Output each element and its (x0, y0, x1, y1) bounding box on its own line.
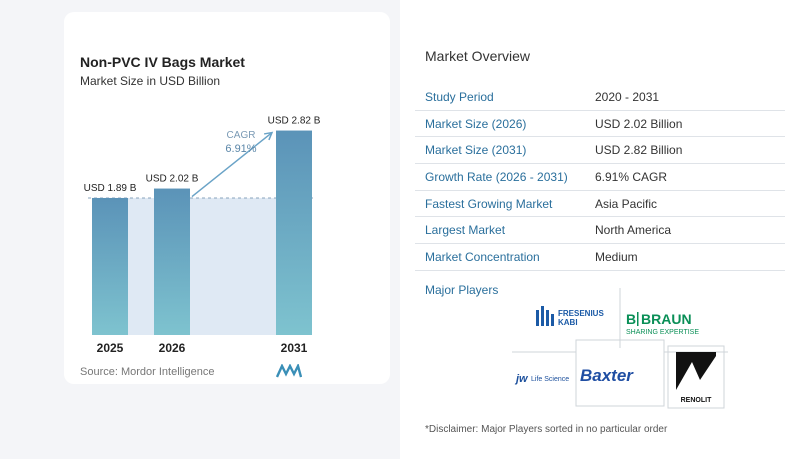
b-braun-logo: B BRAUN SHARING EXPERTISE (626, 311, 699, 336)
braun-text: BRAUN (641, 311, 692, 327)
overview-row: Largest Market North America (415, 217, 785, 245)
row-label: Study Period (425, 90, 494, 104)
jw-mark-text: jw (514, 373, 529, 385)
row-label: Market Size (2026) (425, 116, 527, 131)
row-value: Medium (595, 250, 638, 265)
jw-life-science-logo: jw Life Science (514, 373, 569, 385)
row-label: Market Size (2031) (425, 143, 527, 158)
x-tick-label: 2025 (97, 341, 124, 355)
bar-2031 (276, 130, 312, 335)
x-tick-label: 2026 (159, 341, 186, 355)
bar-2025 (92, 197, 128, 335)
row-value: North America (595, 223, 672, 238)
mordor-logo-icon (276, 364, 302, 378)
chart-card: USD 1.89 B 2025 USD 2.02 B 2026 USD 2.82 B 20… (64, 12, 390, 384)
cagr-arrow (191, 131, 273, 198)
cagr-arrowhead-icon (263, 131, 274, 141)
braun-tagline: SHARING EXPERTISE (626, 329, 699, 336)
row-value: 6.91% CAGR (595, 170, 668, 185)
jw-text: Life Science (531, 376, 569, 383)
overview-row: Market Size (2031) USD 2.82 Billion (415, 137, 785, 165)
overview-title: Market Overview (425, 48, 531, 64)
chart-title: Non-PVC IV Bags Market (80, 54, 245, 70)
bar-value-label: USD 2.82 B (268, 116, 321, 127)
cagr-value: 6.91% (225, 143, 256, 155)
renolit-text: RENOLIT (681, 397, 712, 404)
market-overview-panel: Market Overview Study Period 2020 - 2031 … (400, 0, 800, 459)
cagr-label: CAGR (227, 130, 256, 141)
row-value: 2020 - 2031 (595, 90, 660, 104)
row-label: Growth Rate (2026 - 2031) (425, 170, 568, 185)
disclaimer-text: *Disclaimer: Major Players sorted in no … (425, 424, 668, 435)
braun-divider (637, 312, 639, 326)
row-value: USD 2.82 Billion (595, 143, 683, 158)
bar-2026 (154, 188, 190, 335)
row-label: Largest Market (425, 223, 506, 238)
fresenius-kabi-logo: FRESENIUS KABI (536, 306, 604, 327)
overview-row: Fastest Growing Market Asia Pacific (415, 191, 785, 218)
overview-row: Growth Rate (2026 - 2031) 6.91% CAGR (415, 164, 785, 191)
overview-table: Study Period 2020 - 2031 Market Size (202… (415, 84, 785, 271)
overview-row: Market Size (2026) USD 2.02 Billion (415, 111, 785, 138)
row-value: USD 2.02 Billion (595, 116, 683, 131)
chart-subtitle: Market Size in USD Billion (80, 74, 221, 88)
bar-value-label: USD 2.02 B (146, 174, 199, 185)
kabi-text: KABI (558, 318, 578, 327)
major-players-title: Major Players (425, 283, 499, 297)
bar-value-label: USD 1.89 B (84, 183, 137, 194)
row-label: Market Concentration (425, 250, 540, 265)
baxter-logo: Baxter (580, 366, 634, 385)
row-label: Fastest Growing Market (425, 196, 553, 211)
braun-b-text: B (626, 311, 636, 327)
overview-row: Study Period 2020 - 2031 (415, 84, 785, 111)
fresenius-text: FRESENIUS (558, 309, 604, 318)
row-value: Asia Pacific (595, 196, 658, 211)
players-logo-grid: FRESENIUS KABI B BRAUN SHARING EXPERTISE… (512, 288, 728, 409)
bar-chart: USD 1.89 B 2025 USD 2.02 B 2026 USD 2.82 B 20… (84, 116, 321, 355)
fresenius-mark-icon (536, 306, 554, 326)
source-text: Source: Mordor Intelligence (80, 366, 215, 378)
overview-row: Market Concentration Medium (415, 244, 785, 271)
renolit-logo: RENOLIT (676, 352, 716, 404)
x-tick-label: 2031 (281, 341, 308, 355)
